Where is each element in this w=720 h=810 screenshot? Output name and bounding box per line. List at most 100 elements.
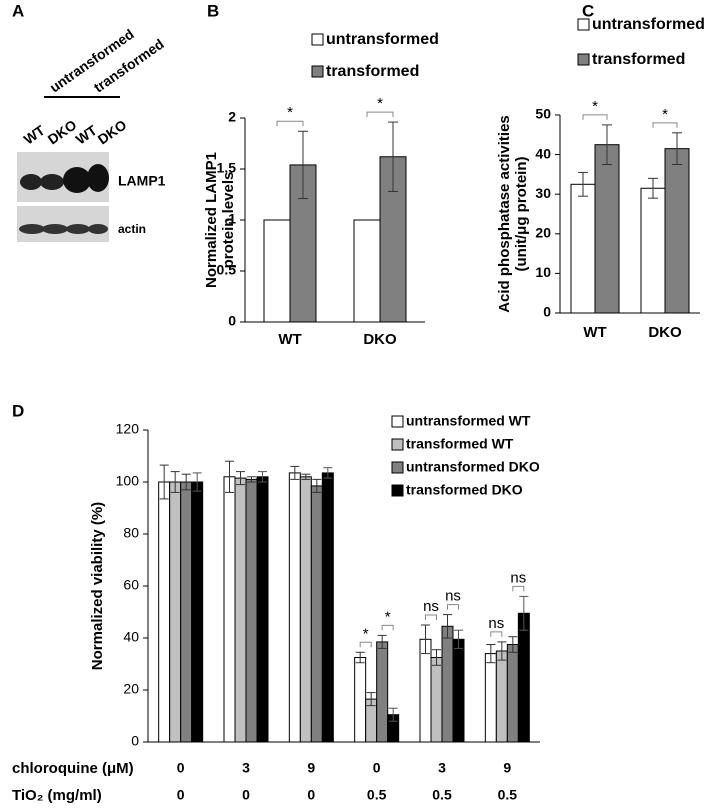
y-axis-label: (unit/μg protein) (513, 157, 530, 272)
legend-label: transformed DKO (406, 482, 523, 498)
band-label: actin (118, 222, 146, 236)
error-bar (170, 471, 180, 493)
bar (506, 644, 519, 743)
x-tick-label: 0 (177, 760, 185, 776)
error-bar (672, 132, 682, 165)
legend-label: untransformed (592, 16, 705, 33)
y-tick-label: 0 (131, 733, 139, 749)
significance-label: * (377, 95, 383, 112)
bar (640, 187, 666, 314)
error-bar (301, 473, 311, 480)
y-tick-label: 1 (228, 211, 236, 227)
significance-label: * (287, 104, 293, 121)
legend-label: transformed (326, 63, 419, 80)
significance-label: * (662, 106, 668, 123)
x-tick-label: WT (278, 331, 301, 348)
x-tick-label: 9 (503, 760, 511, 776)
significance-bracket (512, 585, 525, 592)
bar (517, 612, 530, 743)
bar (256, 476, 269, 743)
bar (354, 657, 367, 743)
error-bar (508, 636, 518, 653)
bar (594, 144, 620, 314)
y-tick-label: 20 (123, 681, 139, 697)
x-tick-label: 0 (373, 760, 381, 776)
blot-image (17, 206, 109, 242)
bar (191, 481, 204, 743)
error-bar (454, 629, 463, 649)
y-tick-label: 40 (535, 145, 551, 161)
error-bar (388, 707, 398, 722)
error-bar (323, 467, 333, 479)
panel-label: C (582, 1, 594, 20)
error-bar (247, 476, 256, 483)
error-bar (290, 465, 300, 480)
lane-label: DKO (45, 116, 80, 147)
error-bar (519, 595, 529, 631)
x-tick-label: DKO (363, 331, 397, 348)
y-axis-label: Normalized LAMP1 (203, 152, 220, 288)
x-tick-label: 0.5 (367, 787, 387, 803)
y-tick-label: 50 (535, 106, 551, 122)
legend-swatch (577, 18, 590, 31)
bar (419, 638, 432, 743)
bar (430, 657, 443, 743)
x-row-label: TiO₂ (mg/ml) (12, 787, 102, 804)
x-tick-label: 0 (177, 787, 185, 803)
legend-swatch (311, 65, 324, 78)
y-axis-label: Normalized viability (%) (89, 502, 106, 670)
bar (180, 481, 193, 743)
bar (263, 219, 291, 323)
bar (288, 472, 301, 743)
significance-label: ns (423, 598, 439, 615)
bar (495, 650, 508, 743)
error-bar (377, 634, 387, 649)
significance-label: * (385, 608, 391, 625)
significance-bracket (490, 631, 503, 637)
y-tick-label: 10 (535, 264, 551, 280)
bar (234, 477, 247, 743)
legend-swatch (577, 53, 590, 66)
x-tick-label: 9 (307, 760, 315, 776)
bar (299, 476, 312, 743)
y-tick-label: 0.5 (217, 262, 237, 278)
legend-swatch (391, 461, 404, 474)
error-bar (486, 644, 496, 664)
legend-swatch (391, 415, 404, 428)
lane-label: DKO (95, 116, 130, 147)
significance-bracket (359, 641, 372, 648)
significance-bracket (425, 614, 437, 620)
legend-swatch (311, 33, 324, 46)
significance-label: * (363, 625, 369, 642)
y-tick-label: 1.5 (217, 160, 237, 176)
band (63, 167, 91, 193)
bar (441, 625, 454, 743)
error-bar (225, 460, 234, 493)
error-bar (432, 649, 441, 666)
y-tick-label: 40 (123, 629, 139, 645)
x-tick-label: 3 (438, 760, 446, 776)
y-tick-label: 20 (535, 225, 551, 241)
y-tick-label: 30 (535, 185, 551, 201)
bar (245, 478, 258, 743)
significance-label: ns (445, 588, 461, 605)
band (19, 224, 45, 234)
error-bar (366, 692, 376, 707)
bar (570, 183, 596, 314)
error-bar (648, 177, 658, 199)
band (88, 224, 108, 234)
bar (379, 156, 407, 323)
panel-label: D (12, 401, 24, 420)
band (66, 224, 90, 234)
y-tick-label: 60 (123, 577, 139, 593)
error-bar (421, 624, 430, 655)
y-tick-label: 120 (116, 421, 140, 437)
legend-label: untransformed (326, 31, 439, 48)
bar (484, 653, 497, 743)
x-tick-label: 0.5 (498, 787, 518, 803)
band (40, 174, 64, 190)
x-tick-label: 0 (307, 787, 315, 803)
y-axis-label: Acid phosphatase activities (496, 115, 513, 313)
significance-bracket (582, 114, 608, 120)
